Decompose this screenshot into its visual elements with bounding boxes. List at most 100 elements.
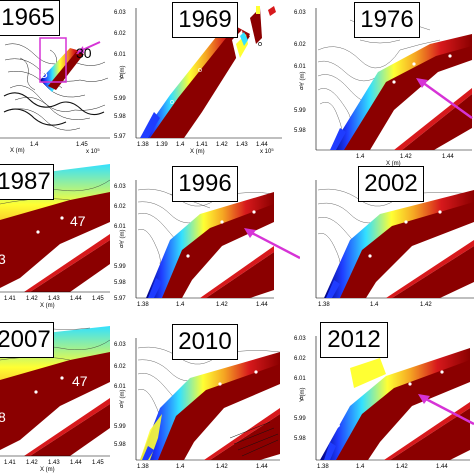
x-axis-label: X (m)	[40, 303, 55, 309]
y-tick: 6.03	[294, 336, 306, 342]
station-label-8: 8	[0, 409, 6, 425]
x-tick: 1.44	[442, 154, 454, 160]
y-axis-label: Y (m)	[120, 65, 126, 80]
sediment-core	[340, 202, 474, 298]
x-tick: 1.43	[48, 296, 60, 302]
arrowhead	[418, 394, 430, 404]
x-tick: 1.42	[400, 154, 412, 160]
year-label-1996: 1996	[172, 166, 238, 202]
x-exponent: x 105	[86, 147, 100, 155]
y-tick: 6.02	[114, 31, 126, 37]
arrowhead	[76, 46, 84, 54]
panel-2002: 1.38 1.4 1.42 2002	[300, 160, 474, 310]
pointer-arrow	[249, 230, 300, 260]
y-tick: 5.98	[114, 114, 126, 120]
x-tick: 1.39	[156, 142, 168, 148]
x-tick: 1.4	[30, 142, 39, 148]
x-axis-label: X (m)	[190, 149, 205, 155]
x-exponent: x 105	[260, 147, 274, 155]
x-tick: 1.44	[70, 296, 82, 302]
x-tick: 1.44	[436, 464, 448, 470]
y-tick: 6.02	[294, 356, 306, 362]
arrowhead	[244, 228, 256, 238]
y-tick: 5.98	[294, 128, 306, 134]
x-tick: 1.45	[92, 296, 104, 302]
y-tick: 5.99	[114, 264, 126, 270]
y-axis-label: Y (m)	[120, 229, 126, 244]
y-tick: 6.01	[114, 384, 126, 390]
x-tick: 1.4	[370, 302, 379, 308]
y-tick: 6.01	[114, 52, 126, 58]
panel-1965: 30 8 1.4 1.45 X (m) x 105 1965	[0, 0, 110, 156]
y-tick: 6	[120, 74, 124, 80]
x-tick: 1.38	[137, 302, 149, 308]
station-label-30: 30	[76, 45, 92, 61]
x-tick: 1.38	[137, 464, 149, 470]
y-tick: 6.01	[294, 376, 306, 382]
map-1969: 6.03 6.02 6.01 6 5.99 5.98 5.97 Y (m) 1.…	[114, 6, 282, 155]
y-axis-label: Y (m)	[300, 71, 306, 86]
x-tick: 1.42	[26, 296, 38, 302]
x-tick: 1.41	[4, 296, 16, 302]
pointer-arrow	[423, 396, 474, 426]
y-tick: 6	[120, 244, 124, 250]
year-label-2010: 2010	[172, 324, 238, 360]
panel-2010: 6.03 6.02 6.01 6 5.99 5.98 Y (m) 1.38 1.…	[110, 318, 290, 474]
x-tick: 1.42	[216, 464, 228, 470]
year-label-1969: 1969	[172, 2, 238, 38]
y-tick: 5.97	[114, 134, 126, 140]
y-axis-label: Y (m)	[120, 389, 126, 404]
x-tick: 1.4	[356, 464, 365, 470]
y-tick: 6.02	[114, 364, 126, 370]
x-tick: 1.38	[317, 464, 329, 470]
year-label-2007: 2007	[0, 322, 54, 358]
y-tick: 6.01	[114, 224, 126, 230]
year-label-2002: 2002	[358, 166, 424, 202]
y-tick: 5.98	[294, 436, 306, 442]
x-tick: 1.44	[256, 464, 268, 470]
panel-2007: 47 8 1.41 1.42 1.43 1.44 1.45 X (m) 2007	[0, 318, 110, 474]
map-2002: 1.38 1.4 1.42	[315, 180, 474, 308]
y-tick: 6	[300, 86, 304, 92]
x-tick: 1.42	[216, 302, 228, 308]
x-axis-label: X (m)	[40, 467, 55, 473]
sediment-core	[0, 192, 110, 288]
y-tick: 6	[300, 396, 304, 402]
arrowhead	[416, 78, 428, 88]
y-tick: 5.99	[114, 96, 126, 102]
panel-1969: 6.03 6.02 6.01 6 5.99 5.98 5.97 Y (m) 1.…	[110, 0, 284, 156]
x-tick: 1.44	[256, 302, 268, 308]
y-tick: 5.99	[294, 416, 306, 422]
x-tick: 1.38	[137, 142, 149, 148]
sediment-core	[344, 46, 472, 150]
x-tick: 1.42	[26, 460, 38, 466]
map-1996: 6.03 6.02 6.01 6 5.99 5.98 5.97 Y (m) 1.…	[114, 180, 300, 308]
map-2012: 6.03 6.02 6.01 6 5.99 5.98 Y (m) 1.38 1.…	[294, 336, 474, 470]
study-area-box	[39, 37, 67, 83]
sediment-core	[0, 352, 110, 450]
x-tick: 1.41	[196, 142, 208, 148]
sediment-core	[336, 360, 470, 460]
y-tick: 6.03	[114, 342, 126, 348]
x-tick: 1.4	[356, 154, 365, 160]
x-axis-label: X (m)	[10, 148, 25, 154]
x-tick: 1.45	[92, 460, 104, 466]
y-tick: 5.99	[294, 108, 306, 114]
y-tick: 5.97	[114, 296, 126, 302]
y-tick: 6.03	[114, 184, 126, 190]
station-label-3: 3	[0, 251, 6, 267]
sediment-core	[158, 364, 280, 460]
panel-1976: 6.03 6.02 6.01 6 5.99 5.98 Y (m) 1.4 1.4…	[290, 0, 474, 166]
station-label-47: 47	[70, 213, 86, 229]
x-tick: 1.41	[4, 460, 16, 466]
sediment-core	[150, 28, 250, 138]
x-tick: 1.43	[236, 142, 248, 148]
y-axis-label: Y (m)	[300, 387, 306, 402]
x-tick: 1.43	[48, 460, 60, 466]
station-label-8: 8	[40, 65, 48, 81]
panel-2012: 6.03 6.02 6.01 6 5.99 5.98 Y (m) 1.38 1.…	[290, 318, 474, 474]
x-tick: 1.45	[76, 142, 88, 148]
y-tick: 5.98	[114, 280, 126, 286]
year-label-1976: 1976	[354, 2, 420, 38]
y-tick: 5.99	[114, 424, 126, 430]
